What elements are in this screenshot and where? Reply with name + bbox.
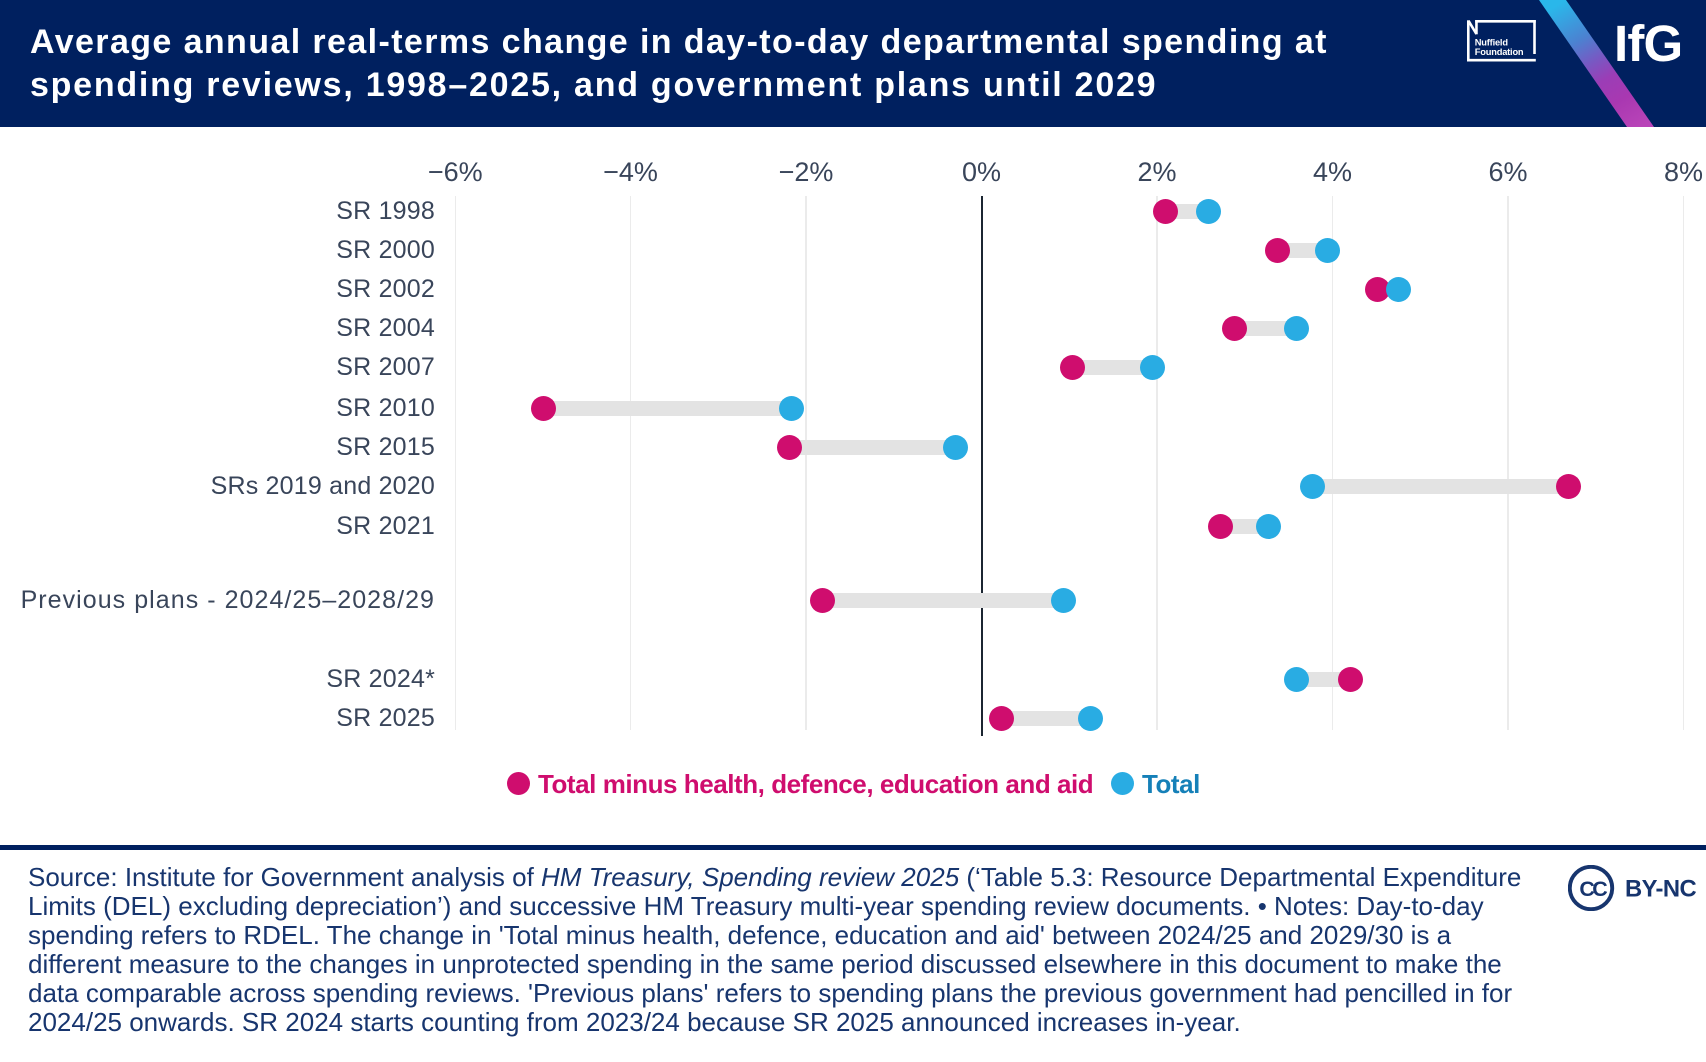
svg-text:CC: CC bbox=[1579, 877, 1607, 901]
svg-text:BY-NC: BY-NC bbox=[1625, 875, 1696, 902]
svg-text:Nuffield: Nuffield bbox=[1475, 38, 1509, 48]
svg-text:Foundation: Foundation bbox=[1475, 47, 1524, 57]
